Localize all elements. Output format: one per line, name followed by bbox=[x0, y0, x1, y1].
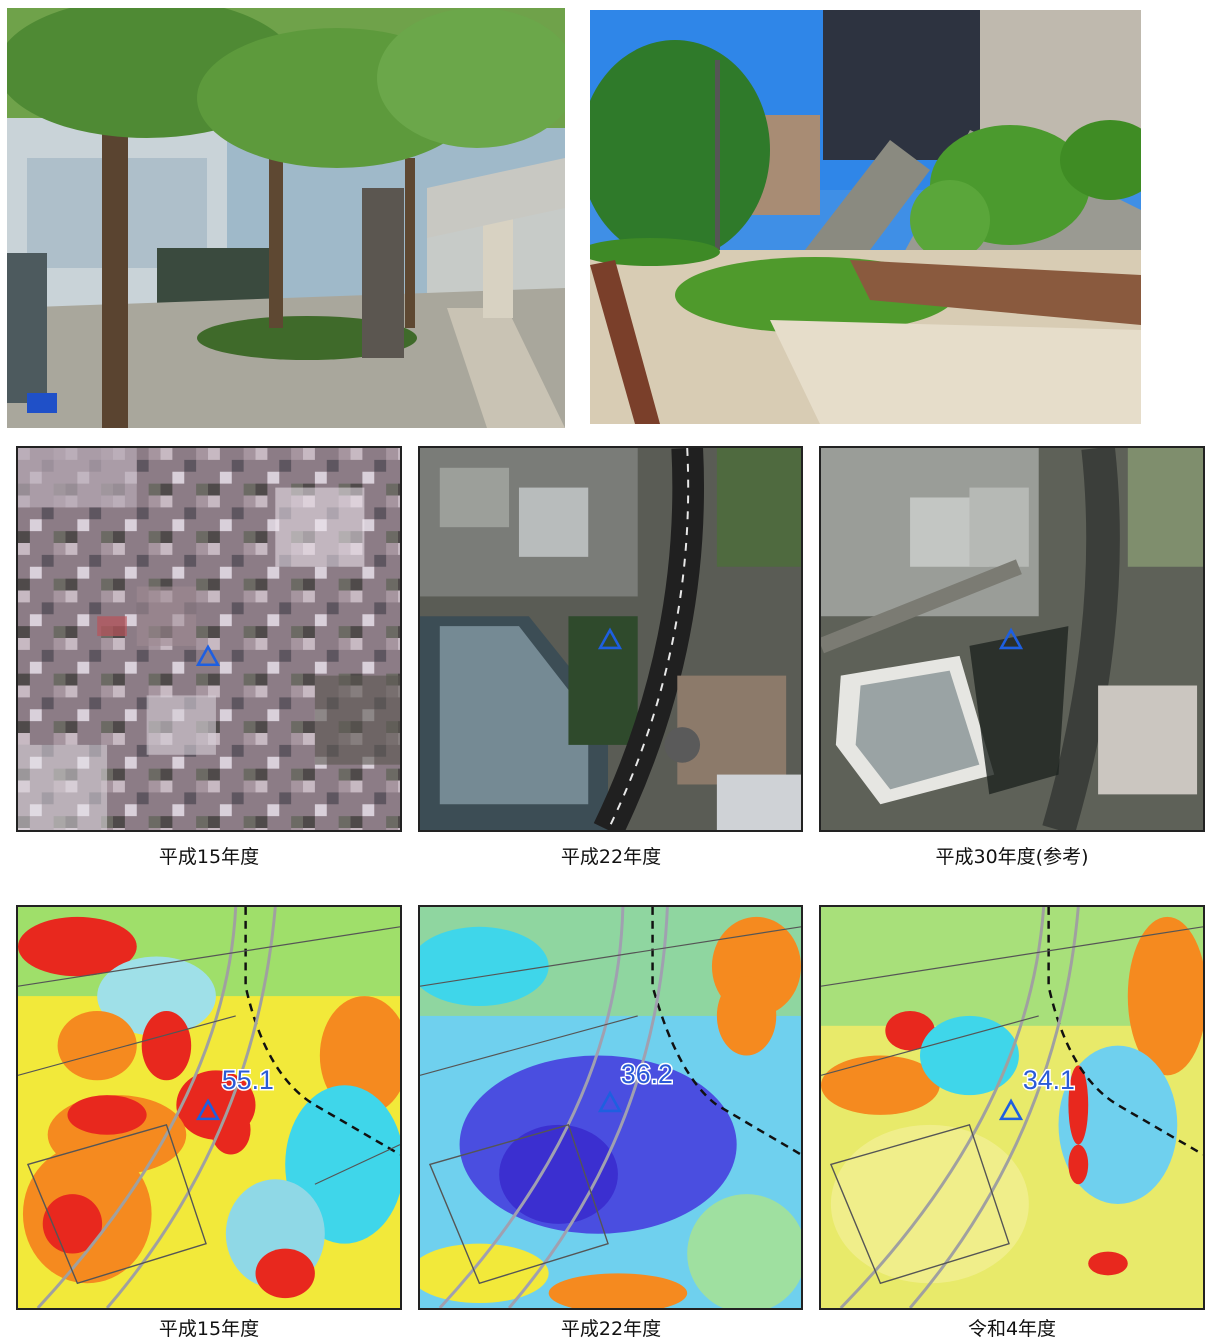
photo-building-greenery bbox=[590, 10, 1141, 424]
measurement-point-marker bbox=[195, 644, 221, 667]
heat-caption-1: 平成15年度 bbox=[158, 1318, 260, 1340]
heat-map-h22: 36.2 bbox=[418, 905, 803, 1310]
heat-map-h15: 55.1 bbox=[16, 905, 402, 1310]
surface-value-label: 55.1 bbox=[222, 1065, 274, 1095]
aerial-caption-1: 平成15年度 bbox=[158, 846, 260, 868]
aerial-map-h30 bbox=[819, 446, 1205, 832]
aerial-caption-2: 平成22年度 bbox=[560, 846, 662, 868]
heat-caption-3: 令和4年度 bbox=[967, 1318, 1057, 1340]
heat-caption-2: 平成22年度 bbox=[560, 1318, 662, 1340]
measurement-point-marker bbox=[998, 627, 1024, 650]
measurement-point-marker bbox=[195, 1098, 221, 1121]
aerial-map-h15 bbox=[16, 446, 402, 832]
aerial-caption-3: 平成30年度(参考) bbox=[935, 846, 1089, 868]
surface-value-label: 34.1 bbox=[1023, 1065, 1075, 1095]
aerial-map-h22 bbox=[418, 446, 803, 832]
heat-map-r4: 34.1 bbox=[819, 905, 1205, 1310]
photo-street-trees bbox=[7, 8, 565, 428]
surface-value-label: 36.2 bbox=[621, 1059, 673, 1089]
measurement-point-marker bbox=[597, 627, 623, 650]
measurement-point-marker bbox=[998, 1098, 1024, 1121]
measurement-point-marker bbox=[597, 1090, 623, 1113]
